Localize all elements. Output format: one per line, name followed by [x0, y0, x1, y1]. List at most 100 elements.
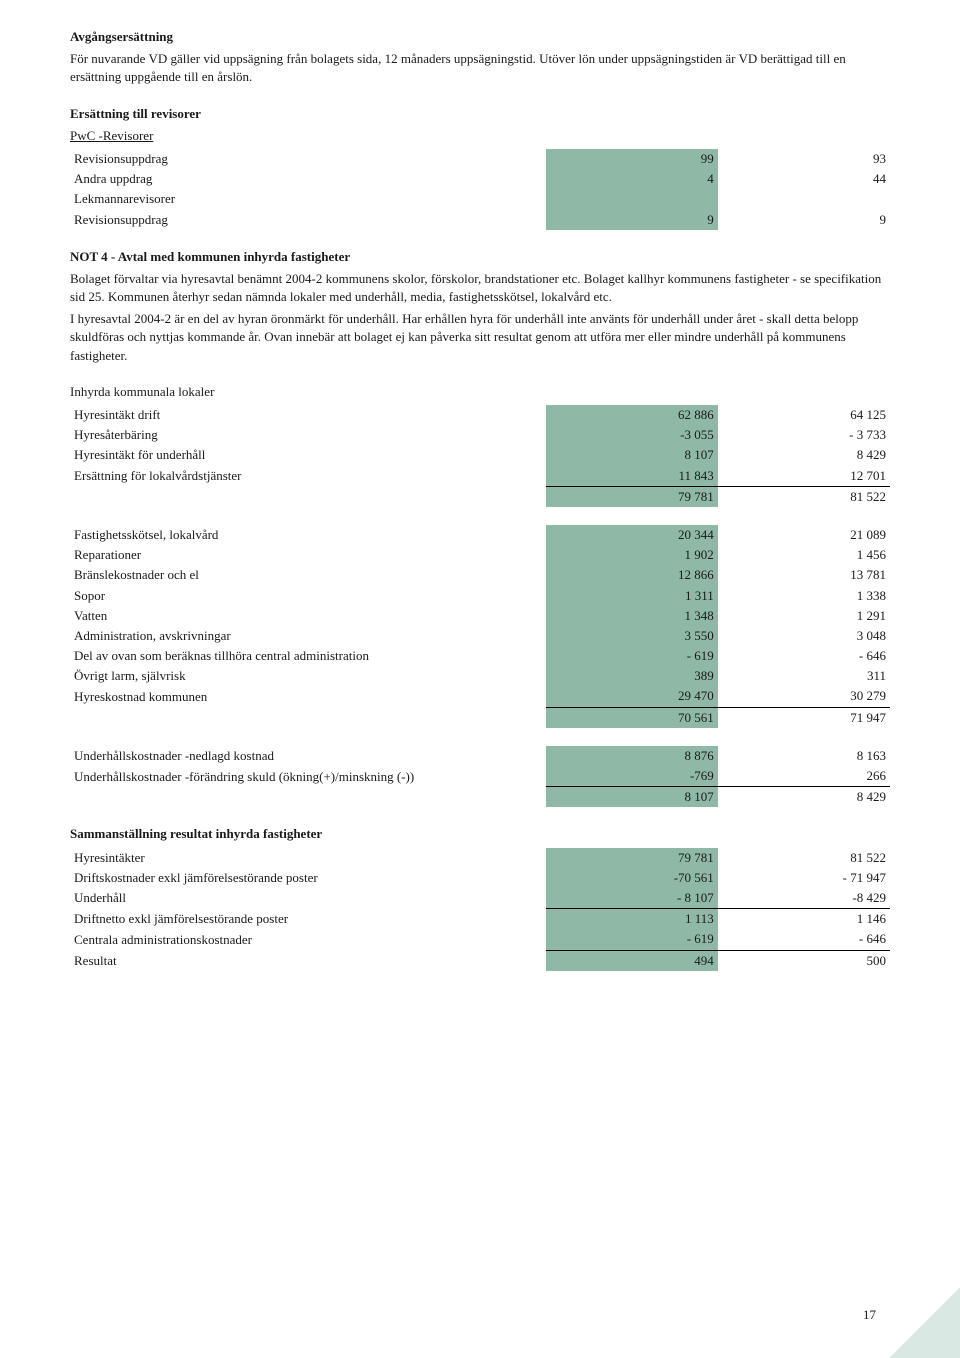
- row-label: Hyresintäkter: [70, 848, 546, 868]
- row-col2: 9: [718, 210, 890, 230]
- row-col2: 266: [718, 766, 890, 787]
- row-label: Hyreskostnad kommunen: [70, 686, 546, 707]
- table-row: Reparationer1 9021 456: [70, 545, 890, 565]
- section-revisorer: Ersättning till revisorer PwC -Revisorer…: [70, 105, 890, 230]
- row-col2: 81 522: [718, 486, 890, 507]
- row-col2: 1 456: [718, 545, 890, 565]
- row-label: Underhåll: [70, 888, 546, 909]
- table-row: Revisionsuppdrag99: [70, 210, 890, 230]
- row-col1: 8 107: [546, 787, 718, 808]
- heading-inhyrda: Inhyrda kommunala lokaler: [70, 383, 890, 401]
- row-col1: 4: [546, 169, 718, 189]
- row-col1: 3 550: [546, 626, 718, 646]
- table-revisorer: Revisionsuppdrag9993Andra uppdrag444Lekm…: [70, 149, 890, 230]
- row-col2: 1 338: [718, 586, 890, 606]
- row-label: Underhållskostnader -förändring skuld (ö…: [70, 766, 546, 787]
- table-row: Hyreskostnad kommunen29 47030 279: [70, 686, 890, 707]
- row-col2: - 646: [718, 646, 890, 666]
- heading-avgang: Avgångsersättning: [70, 28, 890, 46]
- row-col2: 81 522: [718, 848, 890, 868]
- row-col1: 1 348: [546, 606, 718, 626]
- section-sammanst: Sammanställning resultat inhyrda fastigh…: [70, 825, 890, 970]
- corner-decoration: [890, 1288, 960, 1358]
- row-col2: 21 089: [718, 525, 890, 545]
- table-row: Revisionsuppdrag9993: [70, 149, 890, 169]
- table-row: Driftnetto exkl jämförelsestörande poste…: [70, 909, 890, 930]
- row-label: Underhållskostnader -nedlagd kostnad: [70, 746, 546, 766]
- body-avgang: För nuvarande VD gäller vid uppsägning f…: [70, 50, 890, 86]
- row-col2: 30 279: [718, 686, 890, 707]
- section-fastighet: Fastighetsskötsel, lokalvård20 34421 089…: [70, 525, 890, 728]
- table-row: 8 1078 429: [70, 787, 890, 808]
- row-col2: 1 146: [718, 909, 890, 930]
- section-underhall: Underhållskostnader -nedlagd kostnad8 87…: [70, 746, 890, 808]
- row-col1: 62 886: [546, 405, 718, 425]
- row-label: Del av ovan som beräknas tillhöra centra…: [70, 646, 546, 666]
- table-row: Bränslekostnader och el12 86613 781: [70, 565, 890, 585]
- row-label: Resultat: [70, 950, 546, 971]
- row-label: Sopor: [70, 586, 546, 606]
- table-row: Hyresintäkter79 78181 522: [70, 848, 890, 868]
- row-label: Bränslekostnader och el: [70, 565, 546, 585]
- row-label: [70, 787, 546, 808]
- row-col1: - 619: [546, 929, 718, 950]
- row-label: Driftnetto exkl jämförelsestörande poste…: [70, 909, 546, 930]
- row-col1: 99: [546, 149, 718, 169]
- row-label: Revisionsuppdrag: [70, 149, 546, 169]
- row-label: Övrigt larm, självrisk: [70, 666, 546, 686]
- table-row: Andra uppdrag444: [70, 169, 890, 189]
- table-fastighet: Fastighetsskötsel, lokalvård20 34421 089…: [70, 525, 890, 728]
- row-col1: 79 781: [546, 848, 718, 868]
- row-col2: 12 701: [718, 466, 890, 487]
- table-inhyrda: Hyresintäkt drift62 88664 125Hyresåterbä…: [70, 405, 890, 507]
- row-label: Reparationer: [70, 545, 546, 565]
- row-col1: -3 055: [546, 425, 718, 445]
- row-label: Vatten: [70, 606, 546, 626]
- row-col1: 8 876: [546, 746, 718, 766]
- table-row: Underhåll- 8 107-8 429: [70, 888, 890, 909]
- section-inhyrda: Inhyrda kommunala lokaler Hyresintäkt dr…: [70, 383, 890, 507]
- row-col2: -8 429: [718, 888, 890, 909]
- table-row: Centrala administrationskostnader- 619- …: [70, 929, 890, 950]
- row-label: Fastighetsskötsel, lokalvård: [70, 525, 546, 545]
- paragraph: Bolaget förvaltar via hyresavtal benämnt…: [70, 270, 890, 306]
- sub-revisorer: PwC -Revisorer: [70, 127, 890, 145]
- table-row: 79 78181 522: [70, 486, 890, 507]
- row-col1: 79 781: [546, 486, 718, 507]
- row-col2: 8 163: [718, 746, 890, 766]
- table-row: 70 56171 947: [70, 707, 890, 728]
- row-col1: 389: [546, 666, 718, 686]
- row-col2: - 3 733: [718, 425, 890, 445]
- row-col1: - 619: [546, 646, 718, 666]
- row-label: Hyresintäkt drift: [70, 405, 546, 425]
- row-col2: 64 125: [718, 405, 890, 425]
- table-row: Hyresintäkt för underhåll8 1078 429: [70, 445, 890, 465]
- row-col2: [718, 189, 890, 209]
- row-col2: 3 048: [718, 626, 890, 646]
- table-row: Underhållskostnader -nedlagd kostnad8 87…: [70, 746, 890, 766]
- heading-not4: NOT 4 - Avtal med kommunen inhyrda fasti…: [70, 248, 890, 266]
- row-label: [70, 707, 546, 728]
- row-col1: 29 470: [546, 686, 718, 707]
- row-col1: 1 113: [546, 909, 718, 930]
- row-col1: 70 561: [546, 707, 718, 728]
- row-col1: -769: [546, 766, 718, 787]
- table-row: Administration, avskrivningar3 5503 048: [70, 626, 890, 646]
- row-label: Andra uppdrag: [70, 169, 546, 189]
- table-row: Hyresåterbäring-3 055- 3 733: [70, 425, 890, 445]
- row-col2: 8 429: [718, 787, 890, 808]
- body-not4: Bolaget förvaltar via hyresavtal benämnt…: [70, 270, 890, 365]
- table-sammanst: Hyresintäkter79 78181 522Driftskostnader…: [70, 848, 890, 971]
- row-col1: -70 561: [546, 868, 718, 888]
- row-col1: 11 843: [546, 466, 718, 487]
- table-underhall: Underhållskostnader -nedlagd kostnad8 87…: [70, 746, 890, 808]
- row-col1: 12 866: [546, 565, 718, 585]
- row-col2: 1 291: [718, 606, 890, 626]
- row-label: Administration, avskrivningar: [70, 626, 546, 646]
- row-col1: 494: [546, 950, 718, 971]
- row-col2: 13 781: [718, 565, 890, 585]
- section-avgang: Avgångsersättning För nuvarande VD gälle…: [70, 28, 890, 87]
- row-label: Hyresåterbäring: [70, 425, 546, 445]
- row-col2: 311: [718, 666, 890, 686]
- table-row: Fastighetsskötsel, lokalvård20 34421 089: [70, 525, 890, 545]
